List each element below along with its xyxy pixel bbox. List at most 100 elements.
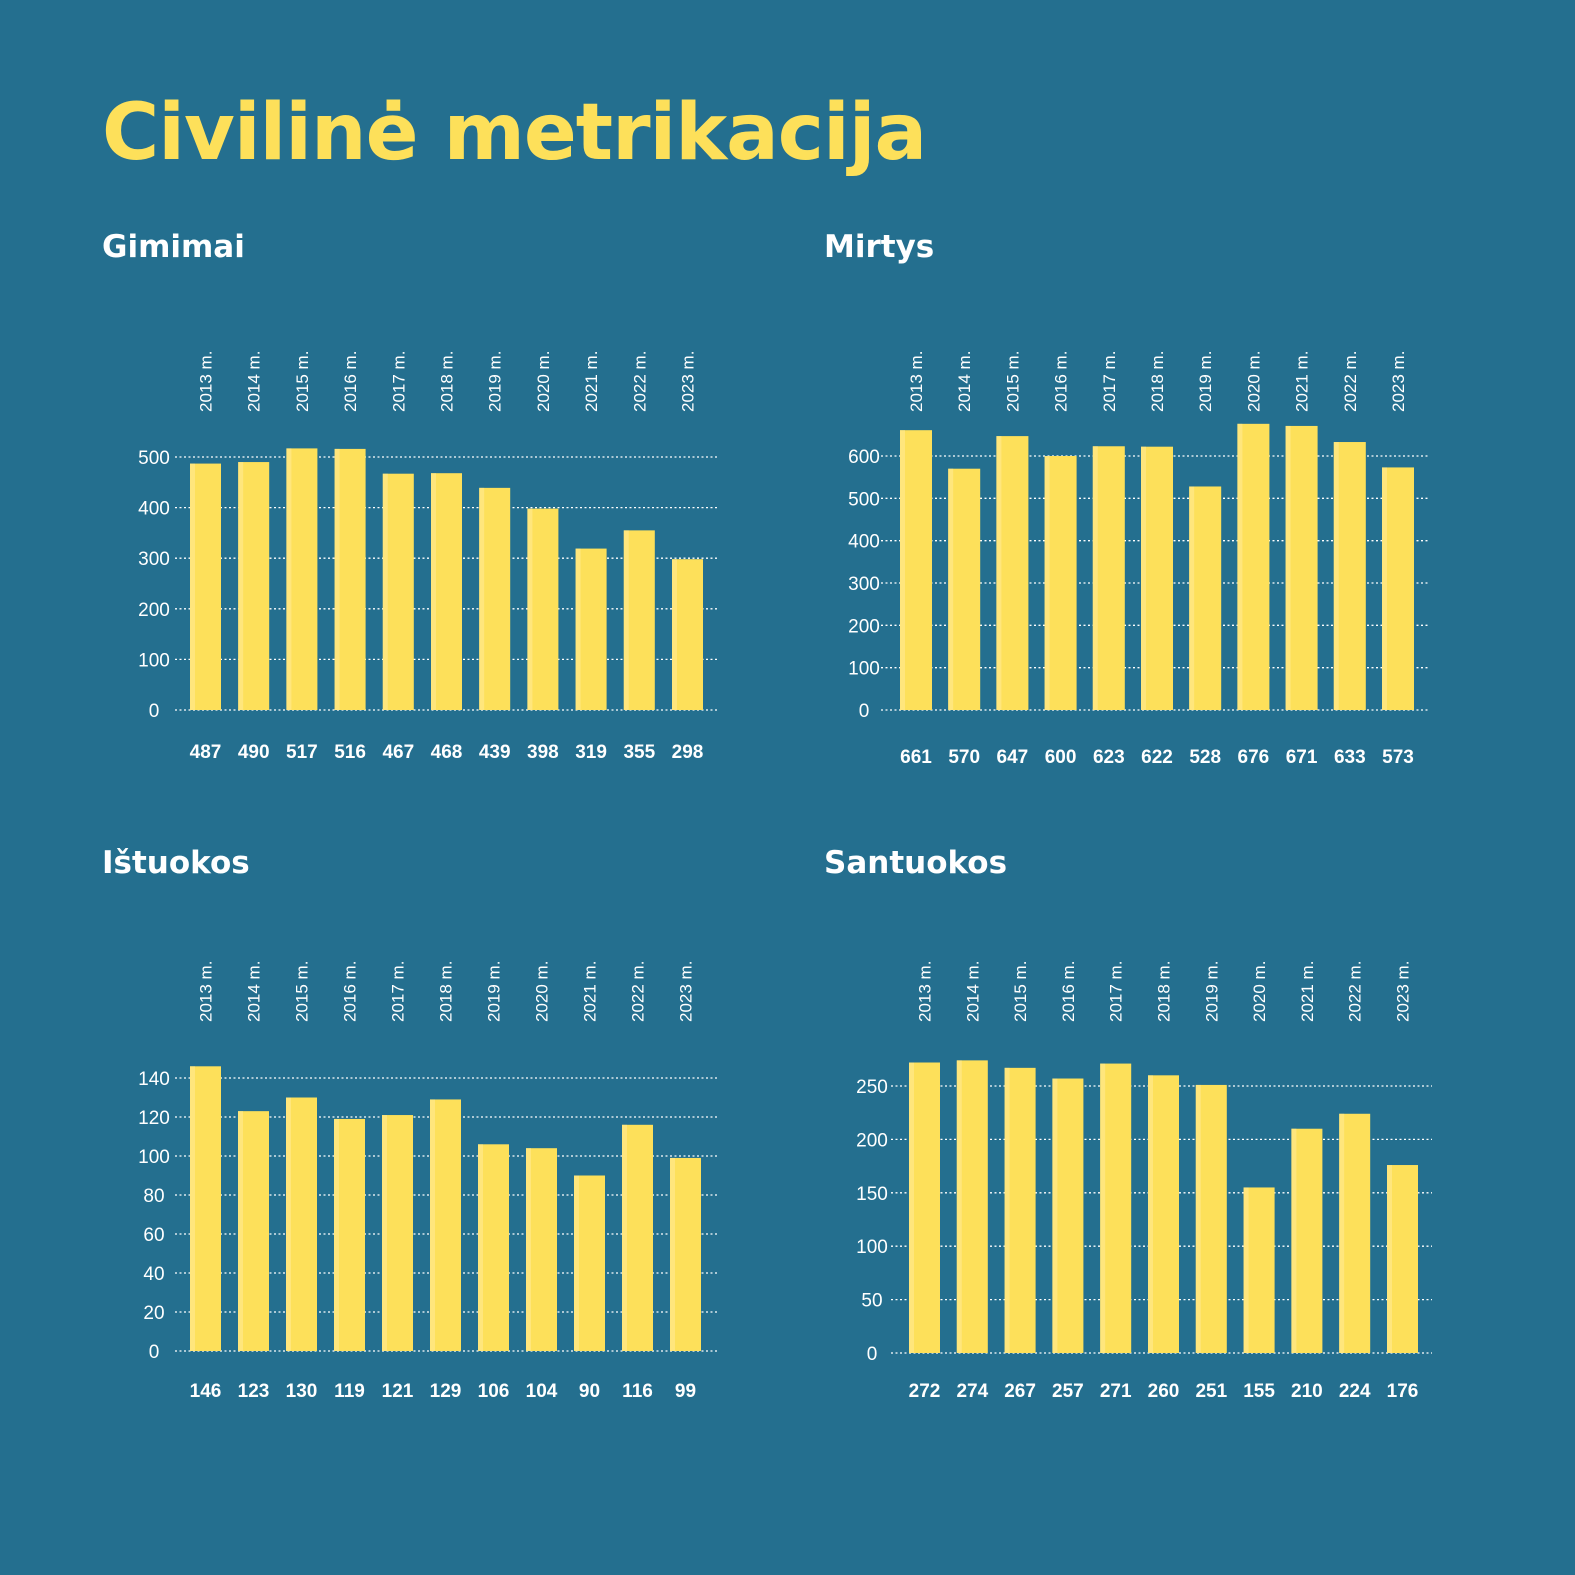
bar-highlight	[996, 436, 1002, 710]
bar	[1100, 1063, 1132, 1353]
data-label: 119	[334, 1381, 365, 1402]
x-category-label: 2015 m.	[293, 351, 312, 412]
x-category-label: 2022 m.	[1341, 351, 1360, 412]
bar	[527, 508, 559, 710]
bar-highlight	[526, 1148, 531, 1351]
bar-highlight	[479, 487, 485, 710]
bar-highlight	[382, 1115, 387, 1351]
y-tick-label: 120	[138, 1108, 170, 1129]
bar	[431, 473, 462, 710]
bar-highlight	[1189, 486, 1195, 710]
y-tick-label: 100	[856, 1237, 888, 1258]
bar-highlight	[1044, 456, 1050, 710]
data-label: 398	[527, 742, 559, 763]
bar-highlight	[1004, 1067, 1010, 1353]
y-tick-label: 80	[143, 1186, 164, 1207]
data-label: 439	[479, 742, 511, 763]
y-tick-label: 300	[848, 574, 880, 595]
x-category-label: 2018 m.	[1148, 351, 1167, 412]
x-category-label: 2020 m.	[1244, 351, 1263, 412]
bar-highlight	[1243, 1187, 1249, 1353]
data-label: 257	[1052, 1381, 1084, 1402]
bar-highlight	[900, 430, 905, 710]
bar	[1004, 1067, 1036, 1353]
y-tick-label: 400	[138, 499, 170, 520]
bar	[1148, 1075, 1179, 1353]
bar-highlight	[1195, 1084, 1201, 1353]
x-category-label: 2021 m.	[1293, 351, 1312, 412]
bar-highlight	[1291, 1128, 1297, 1353]
bar	[574, 1175, 605, 1351]
data-label: 224	[1339, 1381, 1371, 1402]
bar	[900, 430, 932, 710]
x-category-label: 2017 m.	[1107, 961, 1126, 1022]
x-category-label: 2022 m.	[629, 961, 648, 1022]
y-tick-label: 250	[856, 1077, 888, 1098]
bar	[909, 1062, 940, 1353]
bar-highlight	[623, 530, 629, 710]
x-category-label: 2014 m.	[955, 351, 974, 412]
data-label: 490	[238, 742, 270, 763]
bar	[670, 1157, 701, 1351]
y-tick-label: 0	[149, 1342, 160, 1363]
bar-highlight	[238, 1111, 243, 1351]
y-tick-label: 200	[848, 616, 880, 637]
bar-highlight	[670, 1157, 675, 1351]
x-category-label: 2014 m.	[245, 351, 264, 412]
y-tick-label: 60	[143, 1225, 164, 1246]
bar	[479, 487, 511, 710]
bar	[382, 1115, 413, 1351]
bar	[1382, 467, 1414, 710]
bar-highlight	[1141, 446, 1146, 710]
data-label: 104	[526, 1381, 558, 1402]
x-category-label: 2023 m.	[679, 351, 698, 412]
y-tick-label: 100	[138, 650, 170, 671]
x-category-label: 2016 m.	[341, 351, 360, 412]
data-label: 272	[909, 1381, 941, 1402]
data-label: 676	[1238, 747, 1270, 768]
x-category-label: 2020 m.	[1250, 961, 1269, 1022]
bar-highlight	[1333, 442, 1339, 710]
bar	[996, 436, 1029, 710]
bar-highlight	[334, 1118, 339, 1351]
bar	[1243, 1187, 1275, 1353]
bar	[190, 463, 221, 710]
x-category-label: 2021 m.	[582, 351, 601, 412]
data-label: 123	[238, 1381, 270, 1402]
x-category-label: 2017 m.	[389, 961, 408, 1022]
data-label: 487	[190, 742, 222, 763]
bar-highlight	[909, 1062, 914, 1353]
bar	[238, 462, 270, 710]
bar	[382, 473, 414, 710]
data-label: 106	[478, 1381, 510, 1402]
y-tick-label: 20	[143, 1303, 164, 1324]
bar	[1195, 1084, 1227, 1353]
x-category-label: 2021 m.	[1298, 961, 1317, 1022]
bar	[478, 1144, 509, 1351]
data-label: 271	[1100, 1381, 1132, 1402]
chart-title-istuokos: Ištuokos	[102, 845, 250, 881]
bar-highlight	[190, 1066, 195, 1351]
y-tick-label: 500	[138, 448, 170, 469]
bar-highlight	[672, 559, 677, 710]
data-label: 647	[997, 747, 1029, 768]
y-tick-label: 100	[138, 1147, 170, 1168]
bar-highlight	[1285, 425, 1291, 710]
data-label: 90	[579, 1381, 600, 1402]
x-category-label: 2017 m.	[389, 351, 408, 412]
y-tick-label: 40	[143, 1264, 164, 1285]
x-category-label: 2020 m.	[534, 351, 553, 412]
y-tick-label: 0	[149, 701, 160, 722]
chart-gimimai: 0 100 200 300 400 500 2013 m. 487 2014 m. 490 2015…	[138, 351, 717, 763]
bar-highlight	[1092, 446, 1098, 710]
bar	[623, 530, 655, 710]
data-label: 274	[956, 1381, 988, 1402]
bar-highlight	[238, 462, 244, 710]
x-category-label: 2022 m.	[1346, 961, 1365, 1022]
data-label: 210	[1291, 1381, 1323, 1402]
data-label: 517	[286, 742, 318, 763]
data-label: 99	[675, 1381, 696, 1402]
x-category-label: 2018 m.	[438, 351, 457, 412]
data-label: 671	[1286, 747, 1318, 768]
bar	[190, 1066, 221, 1351]
